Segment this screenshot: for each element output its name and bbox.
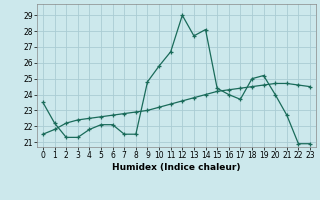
X-axis label: Humidex (Indice chaleur): Humidex (Indice chaleur)	[112, 163, 241, 172]
